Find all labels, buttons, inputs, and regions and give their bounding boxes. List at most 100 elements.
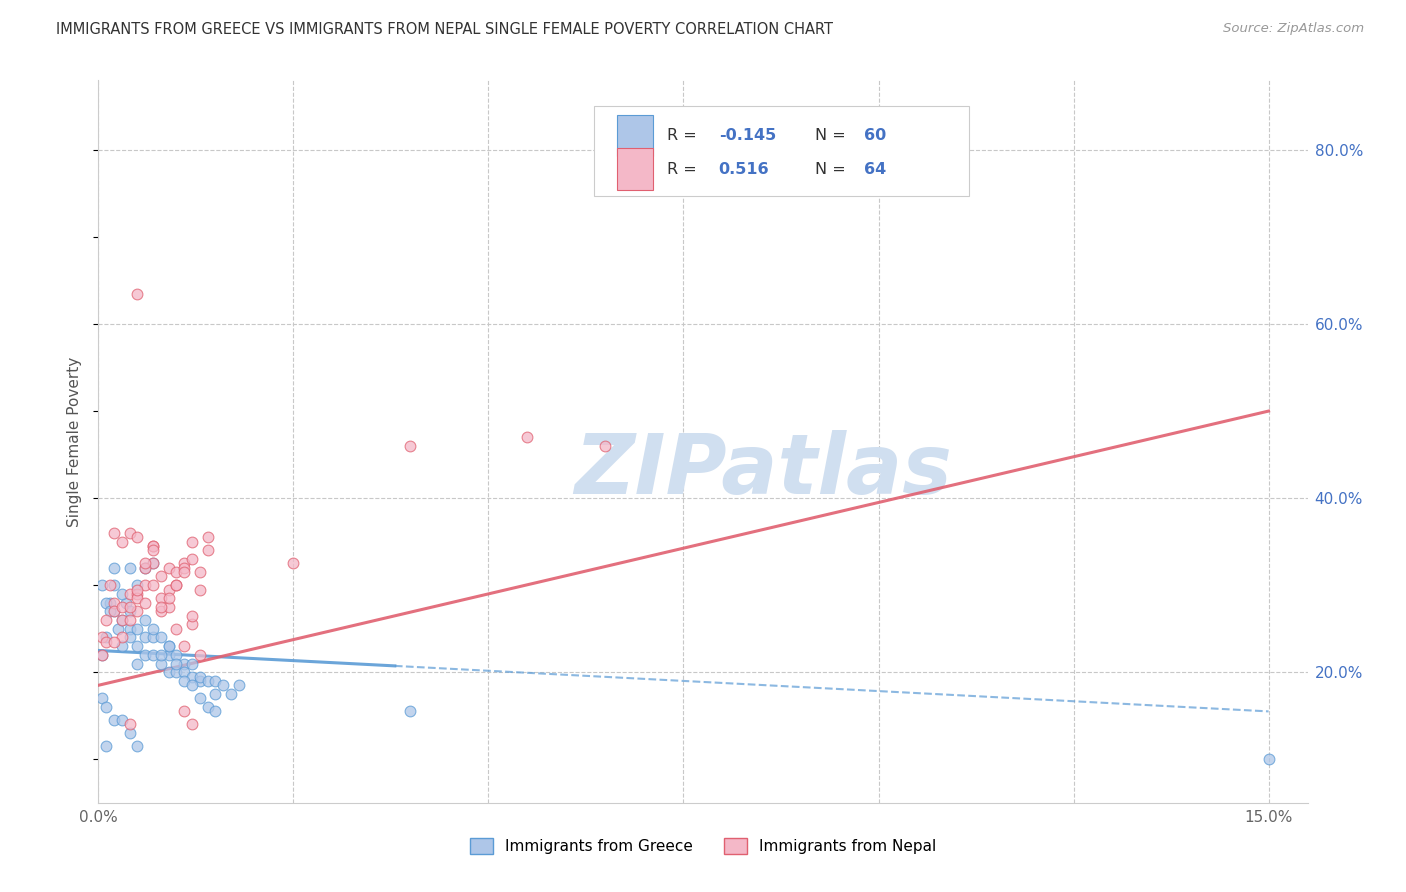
Point	[173, 639, 195, 653]
Point	[118, 599, 141, 614]
Point	[127, 530, 149, 544]
Point	[149, 569, 172, 583]
Point	[103, 525, 125, 540]
Point	[127, 582, 149, 597]
Point	[98, 596, 121, 610]
Point	[91, 578, 114, 592]
Point	[127, 578, 149, 592]
Text: R =: R =	[666, 161, 702, 177]
Point	[134, 561, 156, 575]
Point	[157, 582, 180, 597]
Point	[118, 622, 141, 636]
Point	[204, 673, 226, 688]
Point	[149, 657, 172, 671]
Point	[173, 565, 195, 579]
Point	[134, 648, 156, 662]
Point	[118, 631, 141, 645]
Point	[96, 631, 118, 645]
Point	[96, 700, 118, 714]
Point	[134, 613, 156, 627]
FancyBboxPatch shape	[595, 105, 969, 196]
Point	[107, 622, 129, 636]
Point	[142, 578, 165, 592]
Point	[127, 604, 149, 618]
Point	[96, 596, 118, 610]
Point	[111, 587, 134, 601]
Point	[96, 613, 118, 627]
Point	[197, 530, 219, 544]
Point	[197, 673, 219, 688]
Point	[165, 648, 187, 662]
Y-axis label: Single Female Poverty: Single Female Poverty	[67, 357, 83, 526]
Point	[127, 591, 149, 606]
Point	[142, 557, 165, 571]
Text: N =: N =	[815, 128, 851, 144]
Point	[114, 596, 136, 610]
Point	[142, 543, 165, 558]
Point	[173, 657, 195, 671]
Point	[142, 631, 165, 645]
Point	[173, 665, 195, 680]
Point	[118, 561, 141, 575]
Point	[181, 617, 204, 632]
Point	[1257, 752, 1279, 766]
Point	[142, 539, 165, 553]
Point	[188, 648, 211, 662]
Point	[118, 726, 141, 740]
Point	[219, 687, 242, 701]
Point	[91, 648, 114, 662]
Point	[142, 557, 165, 571]
Point	[111, 713, 134, 727]
Point	[134, 557, 156, 571]
Point	[111, 613, 134, 627]
Point	[157, 639, 180, 653]
Point	[204, 705, 226, 719]
Point	[149, 604, 172, 618]
Point	[134, 578, 156, 592]
Point	[96, 634, 118, 648]
Text: Source: ZipAtlas.com: Source: ZipAtlas.com	[1223, 22, 1364, 36]
Point	[91, 691, 114, 706]
Point	[103, 713, 125, 727]
Point	[118, 613, 141, 627]
Point	[142, 648, 165, 662]
Point	[165, 657, 187, 671]
Point	[181, 608, 204, 623]
Point	[91, 648, 114, 662]
Point	[103, 634, 125, 648]
Text: -0.145: -0.145	[718, 128, 776, 144]
Point	[188, 669, 211, 683]
Point	[165, 565, 187, 579]
Point	[173, 561, 195, 575]
Text: 0.516: 0.516	[718, 161, 769, 177]
Point	[197, 700, 219, 714]
Text: R =: R =	[666, 128, 702, 144]
Point	[149, 631, 172, 645]
Text: ZIPatlas: ZIPatlas	[575, 430, 952, 511]
Point	[188, 565, 211, 579]
Legend: Immigrants from Greece, Immigrants from Nepal: Immigrants from Greece, Immigrants from …	[464, 832, 942, 860]
Point	[181, 534, 204, 549]
Point	[173, 557, 195, 571]
Point	[96, 739, 118, 754]
Point	[204, 687, 226, 701]
Point	[111, 534, 134, 549]
Point	[165, 622, 187, 636]
Point	[228, 678, 250, 692]
FancyBboxPatch shape	[617, 148, 654, 190]
Point	[181, 552, 204, 566]
Point	[127, 657, 149, 671]
Point	[111, 639, 134, 653]
Point	[595, 439, 617, 453]
Point	[142, 539, 165, 553]
Point	[111, 613, 134, 627]
Point	[103, 604, 125, 618]
Point	[103, 561, 125, 575]
Point	[399, 705, 422, 719]
Point	[127, 739, 149, 754]
Point	[134, 596, 156, 610]
Point	[157, 561, 180, 575]
Point	[149, 599, 172, 614]
Text: 60: 60	[863, 128, 886, 144]
Point	[127, 639, 149, 653]
